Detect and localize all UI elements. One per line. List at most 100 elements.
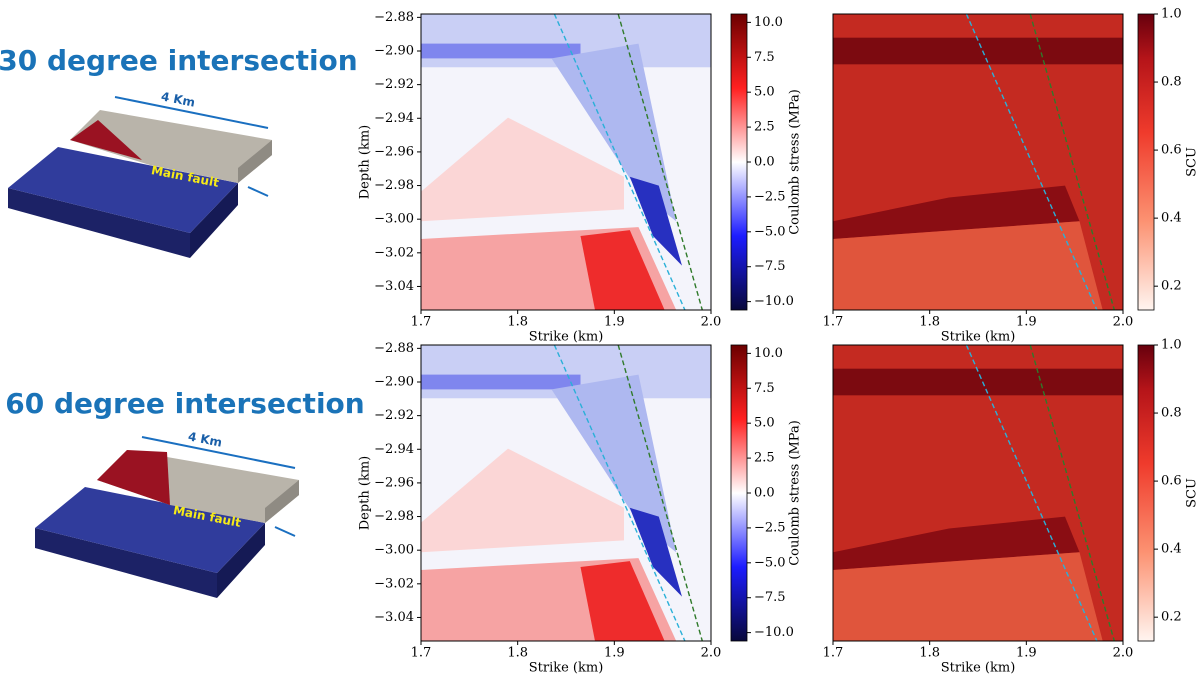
panel-title: 60 degree intersection [5,387,364,420]
colorbar-tick-label: 0.8 [1161,75,1182,90]
length-label: 4 Km [187,429,223,449]
x-tick-label: 1.9 [604,646,625,661]
colorbar-tick-label: 7.5 [754,381,775,396]
length-label: 4 Km [160,89,196,109]
x-tick-label: 1.7 [823,646,844,661]
x-tick-label: 2.0 [701,315,722,330]
y-tick-label: −3.02 [374,245,414,260]
y-tick-label: −2.94 [374,111,414,126]
fault-trace [553,13,686,311]
fault-trace [1029,13,1115,311]
field [421,117,624,222]
heatmap [421,344,711,642]
colorbar-tick-label: 2.5 [754,120,775,135]
panel-title: 30 degree intersection [0,44,358,77]
colorbar-tick-label: 0.0 [754,155,775,170]
y-tick-label: −3.00 [374,543,414,558]
x-tick-label: 1.9 [1016,315,1037,330]
y-axis-label: Depth (km) [358,125,373,200]
field [551,43,677,222]
colorbar-tick-label: 0.6 [1161,143,1182,158]
colorbar-tick-label: 1.0 [1161,338,1182,353]
heatmap [833,13,1123,311]
y-tick-label: −3.00 [374,212,414,227]
colorbar [1137,344,1155,642]
y-tick-label: −2.98 [374,509,414,524]
y-tick-label: −3.04 [374,279,414,294]
fault-trace [1029,344,1115,642]
x-tick-label: 1.9 [1016,646,1037,661]
y-tick-label: −2.90 [374,375,414,390]
colorbar-tick-label: −7.5 [754,259,786,274]
colorbar-tick-label: 5.0 [754,416,775,431]
colorbar [1137,13,1155,311]
colorbar-tick-label: 0.8 [1161,406,1182,421]
y-tick-label: −2.92 [374,408,414,423]
colorbar-label: SCU [1185,147,1200,177]
x-tick-label: 2.0 [701,646,722,661]
heatmap [421,13,711,311]
x-tick-label: 2.0 [1113,646,1134,661]
y-tick-label: −2.98 [374,178,414,193]
x-tick-label: 1.8 [919,315,940,330]
field [421,43,581,59]
colorbar-label: Coulomb stress (MPa) [788,420,803,566]
colorbar-tick-label: 7.5 [754,50,775,65]
fault-trace [617,13,703,311]
plot-frame [832,13,1124,311]
fault-trace [617,344,703,642]
y-tick-label: −2.96 [374,144,414,159]
colorbar [730,344,748,642]
fault-trace [553,344,686,642]
colorbar-tick-label: 10.0 [754,346,783,361]
colorbar-tick-label: 10.0 [754,15,783,30]
colorbar-tick-label: 0.4 [1161,211,1182,226]
field [551,374,677,553]
plot-frame [420,13,712,311]
colorbar-tick-label: 5.0 [754,85,775,100]
field [833,368,1123,396]
field [421,374,581,390]
y-tick-label: −2.88 [374,341,414,356]
colorbar-tick-label: 0.2 [1161,610,1182,625]
colorbar-tick-label: −7.5 [754,590,786,605]
colorbar-tick-label: −2.5 [754,189,786,204]
colorbar-tick-label: 0.4 [1161,542,1182,557]
x-axis-label: Strike (km) [941,661,1016,676]
y-tick-label: −2.94 [374,442,414,457]
y-tick-label: −2.96 [374,475,414,490]
x-tick-label: 1.8 [507,646,528,661]
colorbar-tick-label: −2.5 [754,520,786,535]
colorbar-tick-label: 0.0 [754,486,775,501]
x-axis-label: Strike (km) [529,661,604,676]
field [629,176,682,266]
y-tick-label: −2.90 [374,44,414,59]
y-axis-label: Depth (km) [358,456,373,531]
y-tick-label: −2.92 [374,77,414,92]
x-axis-label: Strike (km) [941,330,1016,345]
colorbar-tick-label: −5.0 [754,224,786,239]
colorbar-label: SCU [1185,478,1200,508]
y-tick-label: −3.02 [374,576,414,591]
field [833,552,1103,641]
block-diagram: 4 Km Main fault [8,89,272,258]
field [629,507,682,597]
fault-trace [965,344,1098,642]
x-tick-label: 1.8 [919,646,940,661]
x-tick-label: 1.7 [411,646,432,661]
field [580,561,665,641]
fault-trace [965,13,1098,311]
field [421,448,624,553]
colorbar-tick-label: −10.0 [754,294,794,309]
colorbar-tick-label: 2.5 [754,451,775,466]
x-axis-label: Strike (km) [529,330,604,345]
field [833,37,1123,65]
field [580,230,665,310]
colorbar-tick-label: −10.0 [754,625,794,640]
x-tick-label: 1.9 [604,315,625,330]
plot-frame [832,344,1124,642]
x-tick-label: 1.8 [507,315,528,330]
field [833,221,1103,310]
colorbar-label: Coulomb stress (MPa) [788,89,803,235]
